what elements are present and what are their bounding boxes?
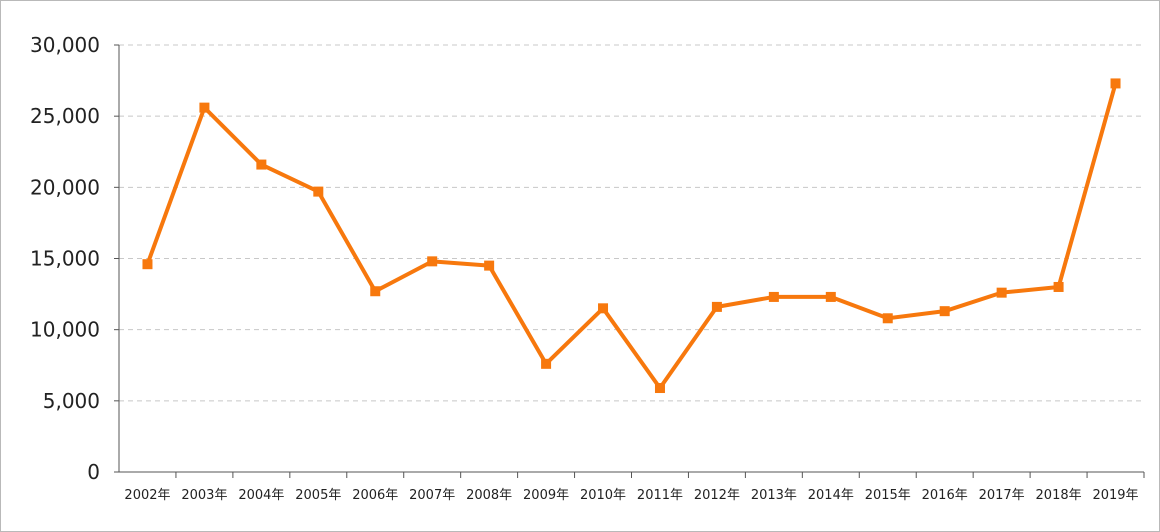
x-tick-label: 2005年 xyxy=(295,488,341,503)
y-tick-label: 0 xyxy=(87,460,100,484)
data-point-marker xyxy=(484,260,495,271)
x-tick-label: 2002年 xyxy=(124,488,170,503)
x-tick-label: 2014年 xyxy=(808,488,854,503)
axes xyxy=(114,44,1145,478)
data-point-marker xyxy=(256,159,267,170)
x-tick-label: 2010年 xyxy=(580,488,626,503)
x-tick-label: 2019年 xyxy=(1092,488,1138,503)
y-tick-label: 25,000 xyxy=(30,104,100,128)
x-tick-labels: 2002年 2003年 2004年 2005年 2006年 2007年 2008年 2009年… xyxy=(124,488,1138,503)
series-markers xyxy=(142,78,1121,394)
x-tick-label: 2004年 xyxy=(238,488,284,503)
data-point-marker xyxy=(370,286,381,297)
data-point-marker xyxy=(142,259,153,270)
x-tick-label: 2007年 xyxy=(409,488,455,503)
y-tick-label: 20,000 xyxy=(30,175,100,199)
x-tick-label: 2003年 xyxy=(181,488,227,503)
x-tick-label: 2009年 xyxy=(523,488,569,503)
x-tick-label: 2018年 xyxy=(1036,488,1082,503)
data-point-marker xyxy=(825,291,836,302)
data-point-marker xyxy=(427,256,438,267)
series-line xyxy=(145,81,1118,391)
x-tick-label: 2013年 xyxy=(751,488,797,503)
x-tick-label: 2006年 xyxy=(352,488,398,503)
y-tick-label: 30,000 xyxy=(30,33,100,57)
data-point-marker xyxy=(654,383,665,394)
data-point-marker xyxy=(541,358,552,369)
data-point-marker xyxy=(199,102,210,113)
data-point-marker xyxy=(939,306,950,317)
y-tick-labels: 0 5,000 10,000 15,000 20,000 25,000 30,000 xyxy=(30,33,100,484)
data-point-marker xyxy=(1110,78,1121,89)
data-point-marker xyxy=(882,313,893,324)
x-tick-label: 2016年 xyxy=(922,488,968,503)
y-tick-label: 10,000 xyxy=(30,318,100,342)
x-tick-label: 2008年 xyxy=(466,488,512,503)
y-tick-label: 15,000 xyxy=(30,247,100,271)
data-point-marker xyxy=(996,287,1007,298)
y-tick-label: 5,000 xyxy=(43,389,100,413)
x-tick-label: 2011年 xyxy=(637,488,683,503)
x-tick-label: 2017年 xyxy=(979,488,1025,503)
data-point-marker xyxy=(711,301,722,312)
x-tick-label: 2012年 xyxy=(694,488,740,503)
x-tick-label: 2015年 xyxy=(865,488,911,503)
data-point-marker xyxy=(313,186,324,197)
data-point-marker xyxy=(1053,281,1064,292)
data-point-marker xyxy=(598,303,609,314)
data-point-marker xyxy=(768,291,779,302)
series-line-layer xyxy=(145,81,1118,391)
